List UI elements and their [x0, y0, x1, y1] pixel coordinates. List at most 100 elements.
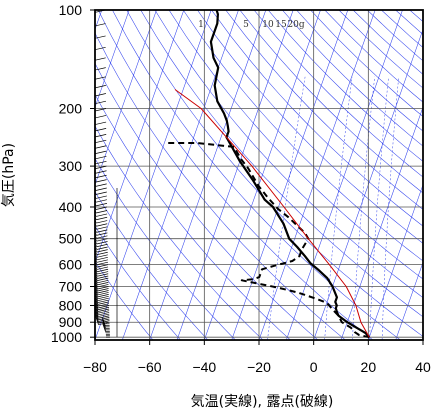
y-tick-label: 1000: [51, 329, 82, 345]
wind-barb: [95, 128, 107, 132]
dry-adiabat-line: [95, 260, 154, 340]
dry-adiabat-line: [267, 10, 423, 162]
dry-adiabat-line: [97, 10, 374, 340]
wind-barb: [95, 145, 107, 149]
wind-barb: [97, 301, 109, 305]
mixing-ratio-label: 10: [262, 20, 274, 30]
grid-lines: [95, 9, 423, 340]
mixing-ratio-labels: 1 5 10 15 20g: [198, 20, 305, 30]
mixing-ratio-line: [381, 76, 399, 340]
x-axis-ticks: −80 −60 −40 −20 0 20 40: [83, 340, 431, 375]
wind-barb: [95, 170, 107, 174]
isotherm-line: [95, 10, 130, 108]
dry-adiabat-line: [95, 225, 181, 340]
isotherm-line: [395, 261, 423, 340]
dry-adiabat-line: [95, 125, 264, 340]
wind-barb-flag: [95, 279, 98, 288]
wind-barb: [95, 23, 106, 27]
wind-barb: [96, 261, 109, 266]
wind-barb: [97, 299, 109, 303]
y-tick-label: 200: [59, 100, 83, 116]
wind-barb: [97, 282, 109, 286]
wind-barb: [96, 216, 108, 221]
wind-barb: [95, 150, 107, 154]
wind-barb: [96, 249, 108, 253]
wind-barb: [95, 35, 106, 39]
dry-adiabat-line: [95, 157, 236, 340]
wind-barb: [97, 306, 110, 311]
x-tick-label: −20: [247, 359, 271, 375]
wind-barb: [96, 238, 108, 242]
wind-barb: [95, 187, 107, 191]
x-tick-label: −80: [83, 359, 107, 375]
dry-adiabat-line: [182, 10, 423, 262]
wind-barb: [95, 57, 106, 61]
wind-barb: [95, 203, 108, 207]
mixing-ratio-label: 1: [198, 20, 204, 30]
x-tick-label: 0: [310, 359, 318, 375]
wind-barb: [95, 160, 107, 165]
wind-barb: [96, 256, 108, 261]
wind-barb: [97, 294, 109, 298]
mixing-ratio-label: 5: [243, 20, 249, 30]
wind-barb: [98, 318, 110, 322]
wind-barb: [95, 165, 107, 169]
wind-barb: [95, 139, 107, 144]
profile-series: [164, 10, 371, 339]
mixing-ratio-line: [324, 76, 353, 340]
y-tick-label: 500: [59, 231, 83, 247]
wind-barb-flag: [95, 233, 97, 239]
wind-barb: [95, 174, 107, 179]
wind-barb: [96, 229, 108, 233]
wind-barb: [96, 223, 108, 227]
y-tick-label: 600: [59, 257, 83, 273]
mixing-ratio-label: 20g: [287, 20, 304, 30]
y-tick-label: 800: [59, 297, 83, 313]
wind-barb: [95, 199, 107, 203]
wind-barb: [98, 308, 110, 312]
wind-barb-flag: [95, 236, 97, 242]
wind-barb: [96, 220, 108, 224]
wind-barb: [95, 195, 107, 199]
wind-barb: [95, 155, 107, 160]
wind-barb: [97, 286, 109, 290]
wind-barb: [98, 317, 110, 321]
x-tick-label: 20: [361, 359, 377, 375]
dry-adiabat-line: [168, 10, 423, 280]
wind-barb: [95, 67, 106, 71]
wind-barb: [96, 241, 108, 245]
wind-barb-flag: [102, 323, 107, 333]
isotherm-line: [95, 10, 212, 340]
wind-barb: [97, 288, 109, 292]
wind-barb: [97, 277, 109, 281]
x-tick-label: 40: [415, 359, 431, 375]
wind-barb: [98, 315, 110, 319]
wind-barb: [97, 295, 109, 300]
parcel-line: [174, 89, 370, 338]
wind-barb: [95, 121, 107, 125]
mixing-ratio-line: [267, 76, 306, 340]
wind-barb: [96, 259, 108, 263]
y-tick-label: 400: [59, 199, 83, 215]
dry-adiabat-line: [211, 10, 423, 227]
wind-barb: [97, 297, 109, 302]
mixing-ratio-line: [369, 76, 389, 340]
wind-barb: [97, 279, 109, 284]
wind-barb: [95, 183, 107, 187]
wind-barb: [96, 246, 108, 250]
mixing-ratio-line: [352, 76, 375, 340]
dry-adiabat-line: [95, 191, 209, 340]
dry-adiabat-line: [239, 10, 423, 194]
wind-barb: [97, 290, 109, 294]
y-tick-label: 700: [59, 279, 83, 295]
wind-barb: [95, 206, 108, 210]
dry-adiabat-line: [225, 10, 423, 210]
wind-barb: [95, 46, 106, 51]
wind-barb: [95, 76, 106, 80]
wind-barb: [98, 313, 110, 317]
wind-barb: [95, 108, 107, 112]
dry-adiabat-line: [95, 32, 346, 340]
wind-barb-flag: [95, 316, 99, 325]
